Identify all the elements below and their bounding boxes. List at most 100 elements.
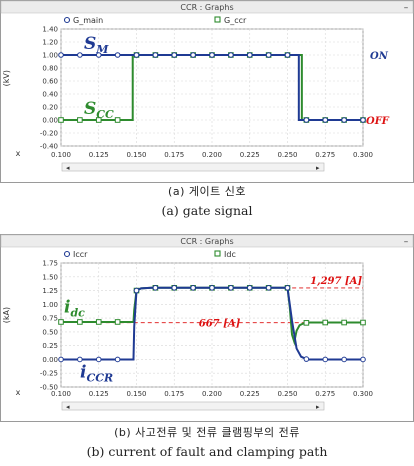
y-tick-label: 1.75 bbox=[42, 260, 58, 268]
legend-label-Iccr: Iccr bbox=[73, 250, 88, 259]
x-tick-label: 0.275 bbox=[315, 390, 335, 398]
series-marker-G_ccr bbox=[95, 117, 102, 123]
series-marker-Iccr bbox=[77, 356, 83, 363]
x-axis-symbol: x bbox=[16, 388, 21, 397]
series-marker-Iccr bbox=[360, 356, 366, 363]
series-marker-G_ccr bbox=[77, 117, 83, 123]
series-marker-Idc bbox=[303, 320, 310, 326]
series-marker-Iccr bbox=[58, 356, 64, 363]
series-marker-Idc bbox=[77, 319, 83, 325]
scroll-left-arrow-icon: ◂ bbox=[66, 403, 70, 411]
series-marker-Iccr bbox=[303, 356, 310, 362]
label-i-dc: idc bbox=[64, 298, 85, 320]
series-marker-G_main bbox=[95, 52, 102, 58]
series-marker-Iccr bbox=[133, 287, 140, 294]
y-axis-label: (kV) bbox=[2, 70, 11, 86]
caption-b-english: (b) current of fault and clamping path bbox=[86, 444, 328, 459]
x-tick-label: 0.300 bbox=[353, 390, 373, 398]
x-tick-label: 0.125 bbox=[89, 390, 109, 398]
caption-a-english: (a) gate signal bbox=[161, 203, 253, 218]
series-marker-Iccr bbox=[209, 285, 215, 291]
x-tick-label: 0.275 bbox=[315, 151, 335, 159]
legend-marker-Idc bbox=[214, 250, 221, 257]
x-tick-label: 0.125 bbox=[89, 151, 109, 159]
legend-marker-G_ccr bbox=[214, 16, 221, 23]
series-marker-G_main bbox=[77, 52, 83, 58]
series-marker-Iccr bbox=[95, 356, 102, 363]
horizontal-scrollbar[interactable] bbox=[61, 401, 325, 411]
series-marker-G_main bbox=[246, 52, 253, 58]
label-off: OFF bbox=[366, 116, 390, 127]
y-tick-label: 0.80 bbox=[42, 65, 58, 73]
series-marker-G_ccr bbox=[58, 117, 64, 123]
series-marker-Idc bbox=[114, 319, 121, 325]
y-tick-label: -0.50 bbox=[40, 384, 58, 392]
series-marker-G_ccr bbox=[114, 117, 121, 123]
label-s-ccr: SCC bbox=[84, 99, 114, 121]
current-chart: CCR : Graphs – Iccr Idc -0.50 -0.25 0.00 0.25 0.… bbox=[0, 234, 414, 422]
y-tick-label: 0.50 bbox=[42, 328, 58, 336]
x-tick-label: 0.200 bbox=[202, 390, 222, 398]
legend-marker-G_main bbox=[63, 16, 71, 24]
series-marker-Iccr bbox=[190, 285, 196, 291]
horizontal-scrollbar[interactable] bbox=[61, 162, 325, 172]
y-tick-label: 1.40 bbox=[42, 26, 58, 34]
y-tick-label: 1.20 bbox=[42, 39, 58, 47]
y-tick-label: -0.20 bbox=[40, 130, 58, 138]
x-tick-label: 0.250 bbox=[277, 390, 297, 398]
series-marker-G_main bbox=[228, 52, 234, 58]
x-tick-label: 0.225 bbox=[240, 151, 260, 159]
legend-label-G_main: G_main bbox=[73, 16, 103, 25]
y-tick-label: 1.00 bbox=[42, 52, 58, 60]
y-tick-label: 1.50 bbox=[42, 273, 58, 281]
series-marker-Iccr bbox=[341, 356, 347, 363]
series-marker-G_main bbox=[190, 52, 196, 58]
scroll-right-arrow-icon: ▸ bbox=[316, 164, 320, 172]
panel-title: CCR : Graphs bbox=[180, 237, 233, 246]
y-tick-label: 0.00 bbox=[42, 356, 58, 364]
steady-annotation: 667 [A] bbox=[199, 319, 241, 330]
series-marker-Idc bbox=[360, 319, 366, 326]
gate-signal-chart: CCR : Graphs – G_main G_ccr -0.40 -0.20 0.00 0.… bbox=[0, 0, 414, 183]
series-marker-G_main bbox=[133, 52, 140, 58]
x-tick-label: 0.150 bbox=[126, 390, 146, 398]
y-tick-label: -0.25 bbox=[40, 370, 58, 378]
series-marker-Idc bbox=[95, 319, 102, 325]
title-bar bbox=[0, 0, 414, 14]
series-marker-Iccr bbox=[114, 356, 121, 363]
series-line-G_main bbox=[61, 54, 363, 121]
series-marker-Idc bbox=[341, 319, 347, 326]
series-marker-Idc bbox=[58, 319, 64, 325]
series-marker-G_main bbox=[152, 52, 159, 58]
scroll-right-arrow-icon: ▸ bbox=[316, 403, 320, 411]
y-tick-label: 0.75 bbox=[42, 315, 58, 323]
legend-label-Idc: Idc bbox=[224, 250, 236, 259]
title-bar bbox=[0, 234, 414, 248]
y-tick-label: -0.40 bbox=[40, 143, 58, 151]
scroll-left-arrow-icon: ◂ bbox=[66, 164, 70, 172]
y-tick-label: 0.60 bbox=[42, 78, 58, 86]
panel-title: CCR : Graphs bbox=[180, 3, 233, 12]
peak-annotation: 1,297 [A] bbox=[310, 276, 362, 287]
series-marker-Iccr bbox=[228, 285, 234, 291]
series-marker-Iccr bbox=[152, 285, 159, 291]
y-axis-label: (kA) bbox=[2, 307, 11, 323]
legend-marker-Iccr bbox=[63, 250, 71, 258]
series-marker-Iccr bbox=[246, 285, 253, 291]
y-tick-label: 1.25 bbox=[42, 287, 58, 295]
series-marker-G_main bbox=[322, 117, 329, 123]
x-tick-label: 0.150 bbox=[126, 151, 146, 159]
series-marker-Idc bbox=[322, 319, 329, 326]
x-tick-label: 0.200 bbox=[202, 151, 222, 159]
series-marker-G_main bbox=[303, 117, 310, 123]
minimize-icon: – bbox=[404, 3, 409, 13]
panel-a: CCR : Graphs – G_main G_ccr -0.40 -0.20 0.00 0.… bbox=[0, 0, 414, 200]
series-marker-G_main bbox=[341, 117, 347, 123]
minimize-icon: – bbox=[404, 237, 409, 247]
x-tick-label: 0.100 bbox=[51, 390, 71, 398]
label-s-main: SM bbox=[84, 34, 109, 56]
series-marker-G_main bbox=[360, 117, 366, 123]
caption-a-korean: (a) 게이트 신호 bbox=[168, 185, 246, 198]
legend-label-G_ccr: G_ccr bbox=[224, 16, 247, 25]
panel-b: CCR : Graphs – Iccr Idc -0.50 -0.25 0.00 0.25 0.… bbox=[0, 234, 414, 424]
